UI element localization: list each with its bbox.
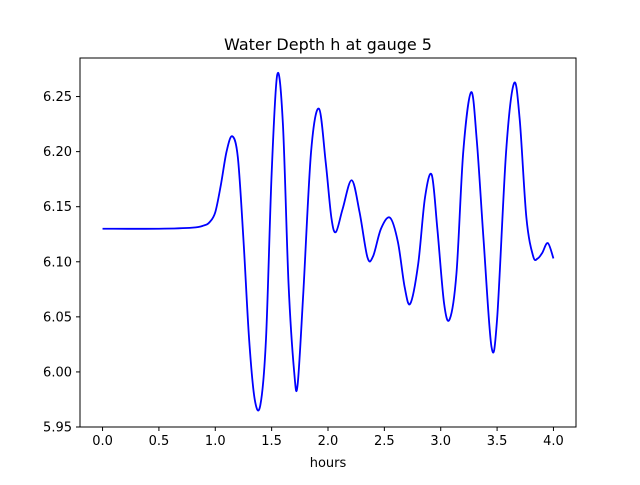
y-tick-label: 6.25: [43, 90, 72, 105]
y-tick-label: 6.15: [43, 200, 72, 215]
x-tick-label: 0.5: [149, 434, 170, 449]
x-tick-label: 3.5: [487, 434, 508, 449]
y-tick-label: 5.95: [43, 421, 72, 436]
x-axis-label: hours: [310, 456, 347, 471]
series-line-0: [102, 71, 555, 412]
plot-area: 0.0 0.5 1.0 1.5 2.0 2.5 3.0 3.5 4.0 5.95 6.00 6.05 6…: [43, 57, 577, 449]
x-tick-label: 2.0: [318, 434, 339, 449]
x-tick-label: 3.0: [430, 434, 451, 449]
x-tick-label: 0.0: [92, 434, 113, 449]
y-tick-label: 6.20: [43, 145, 72, 160]
y-tick-label: 6.05: [43, 310, 72, 325]
x-tick-label: 4.0: [543, 434, 564, 449]
chart-title: Water Depth h at gauge 5: [224, 35, 432, 54]
y-tick-label: 6.00: [43, 365, 72, 380]
x-tick-label: 2.5: [374, 434, 395, 449]
y-tick-label: 6.10: [43, 255, 72, 270]
x-tick-label: 1.5: [261, 434, 282, 449]
x-tick-label: 1.0: [205, 434, 226, 449]
